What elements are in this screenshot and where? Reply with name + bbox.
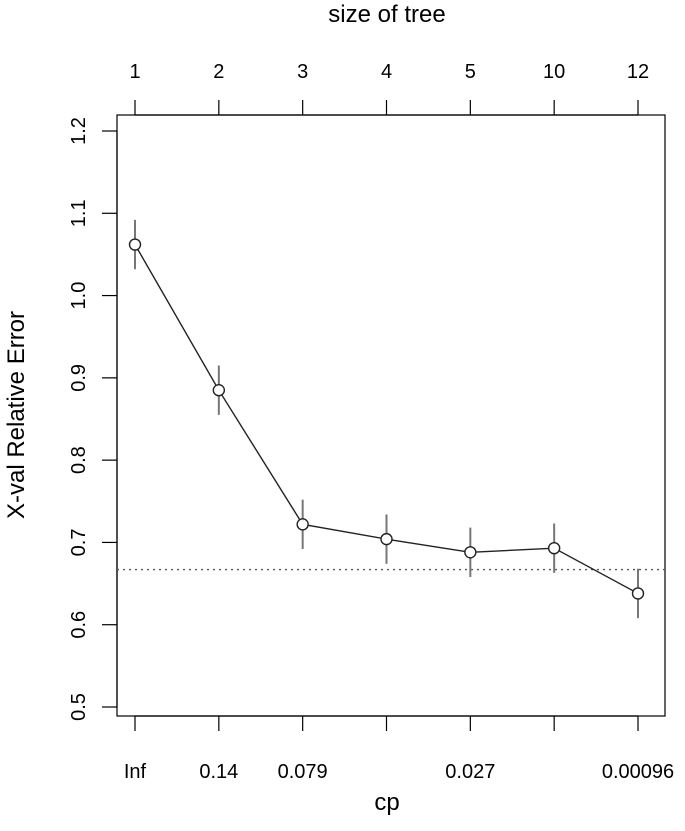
bottom-tick-label: 0.14	[199, 761, 238, 783]
data-point	[631, 587, 645, 600]
y-tick-label: 0.5	[68, 693, 90, 721]
bottom-tick-label: 0.00096	[602, 761, 674, 783]
bottom-tick-label: 0.027	[445, 761, 495, 783]
top-tick-label: 5	[465, 61, 476, 83]
data-point	[547, 541, 561, 555]
y-tick-label: 1.2	[68, 117, 90, 145]
top-tick-label: 10	[543, 61, 565, 83]
y-tick-label: 0.9	[68, 364, 90, 392]
y-axis-title: X-val Relative Error	[3, 311, 30, 519]
y-tick-label: 1.1	[68, 199, 90, 227]
y-tick-label: 0.6	[68, 611, 90, 639]
plot-frame	[116, 114, 666, 717]
bottom-tick-label: Inf	[124, 761, 147, 783]
data-point	[464, 546, 477, 559]
top-tick-label: 12	[627, 61, 649, 83]
top-tick-label: 2	[213, 61, 224, 83]
data-point	[380, 532, 393, 546]
top-tick-label: 4	[381, 61, 392, 83]
x-axis-title: cp	[374, 789, 399, 816]
top-tick-label: 3	[297, 61, 308, 83]
data-point	[212, 384, 226, 397]
y-tick-label: 0.7	[68, 529, 90, 557]
data-point	[296, 518, 309, 531]
y-tick-label: 1.0	[68, 282, 90, 310]
top-axis-title: size of tree	[328, 1, 445, 28]
top-tick-label: 1	[129, 61, 140, 83]
data-point	[128, 238, 142, 251]
bottom-tick-label: 0.079	[278, 761, 328, 783]
y-tick-label: 0.8	[68, 446, 90, 474]
